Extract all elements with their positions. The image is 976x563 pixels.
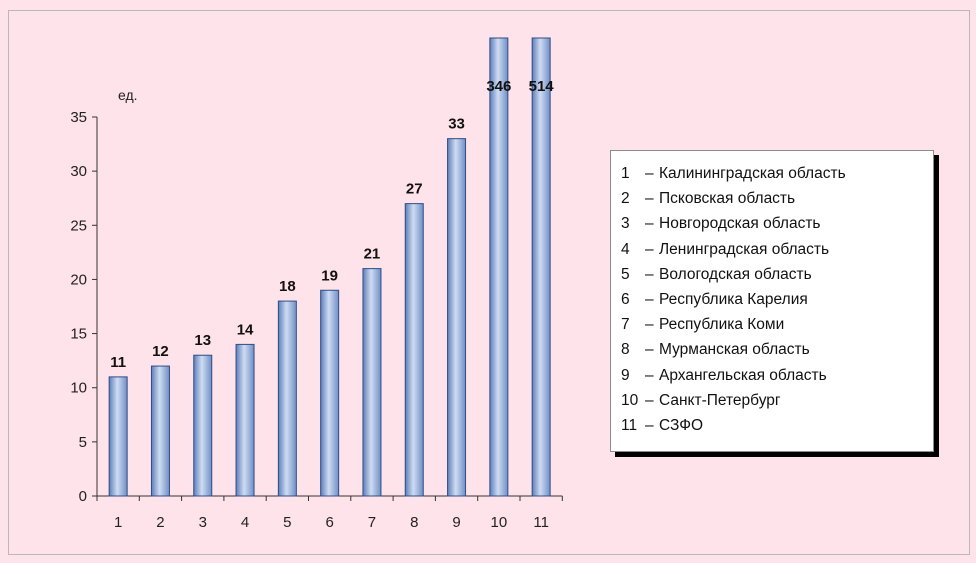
legend-dash: – [645,291,654,309]
legend-item-label: Калининградская область [659,165,846,182]
legend-item-number: 8 [621,341,630,359]
x-tick-label: 1 [114,514,122,531]
legend-dash: – [645,265,654,283]
y-tick-label: 10 [70,380,87,397]
x-tick-label: 8 [410,514,418,531]
data-label-2: 12 [152,343,169,360]
legend-item-label: Санкт-Петербург [659,391,781,409]
legend-item-label: Республика Коми [659,316,785,334]
bar-3 [193,354,213,497]
legend-item-label: СЗФО [659,417,704,435]
y-axis-unit-label: ед. [118,87,138,103]
legend-dash: – [645,341,654,359]
y-tick-label: 30 [70,163,87,180]
legend-item: 8– Мурманская область [621,337,933,362]
legend-item: 9– Архангельская область [621,363,933,388]
data-label-7: 21 [364,246,381,263]
legend-item: 1– Калининградская область [621,161,933,186]
legend-item-number: 10 [621,391,639,409]
x-tick-label: 6 [325,514,333,531]
bar-2 [150,365,170,497]
legend-item-label: Ленинградская область [659,240,830,258]
bar-8 [404,203,424,497]
legend-dash: – [645,316,654,334]
chart-frame [8,10,970,555]
legend-item-number: 4 [621,240,630,258]
x-tick-label: 3 [199,514,207,531]
legend-item: 5– Вологодская область [621,262,933,287]
legend-dash: – [645,240,654,258]
legend-item-number: 7 [621,316,630,334]
x-tick-label: 7 [368,514,376,531]
data-label-3: 13 [194,332,211,349]
data-label-5: 18 [279,278,296,295]
bar-6 [320,289,340,497]
legend-item: 11– СЗФО [621,413,933,438]
legend-item: 7– Республика Коми [621,312,933,337]
y-tick-label: 35 [70,109,87,126]
y-tick-label: 20 [70,271,87,288]
y-tick-label: 0 [79,488,87,505]
legend-dash: – [645,165,654,182]
legend-dash: – [645,190,654,208]
bar-10 [489,37,509,497]
legend-item: 10– Санкт-Петербург [621,388,933,413]
legend-dash: – [645,417,654,435]
legend-item-number: 5 [621,265,630,283]
legend-dash: – [645,366,654,384]
legend-item: 4– Ленинградская область [621,237,933,262]
x-tick-label: 5 [283,514,291,531]
legend-item-number: 11 [621,417,638,435]
bar-4 [235,343,255,497]
bar-11 [531,37,551,497]
data-label-6: 19 [321,267,338,284]
x-tick-label: 11 [533,514,549,531]
legend-item-number: 9 [621,366,630,384]
legend-item-label: Псковская область [659,190,796,208]
data-label-9: 33 [448,116,465,133]
x-tick-label: 9 [452,514,460,531]
bar-7 [362,268,382,497]
bar-1 [108,376,128,497]
y-tick-label: 5 [79,434,87,451]
data-label-11: 514 [529,78,555,95]
x-tick-label: 2 [156,514,164,531]
legend-item-label: Республика Карелия [659,291,808,309]
x-tick-label: 10 [491,514,508,531]
data-label-4: 14 [237,321,254,338]
data-label-8: 27 [406,181,423,198]
data-label-10: 346 [486,78,511,95]
legend-item-label: Архангельская область [659,366,827,384]
legend-item: 3– Новгородская область [621,211,933,236]
legend-item-number: 1 [621,165,630,182]
legend-item-number: 2 [621,190,630,208]
legend-item-label: Мурманская область [659,341,810,359]
legend-dash: – [645,215,654,233]
legend-item-label: Новгородская область [659,215,821,233]
chart-legend: 1– Калининградская область 2– Псковская обл… [610,150,934,452]
legend-dash: – [645,391,654,409]
legend-item: 2– Псковская область [621,186,933,211]
y-tick-label: 25 [70,217,87,234]
bar-9 [447,138,467,497]
x-tick-label: 4 [241,514,249,531]
y-tick-label: 15 [70,326,87,343]
bar-5 [277,300,297,497]
data-label-1: 11 [110,354,126,371]
legend-item-number: 6 [621,291,630,309]
legend-item-number: 3 [621,215,630,233]
legend-item: 6– Республика Карелия [621,287,933,312]
legend-item-label: Вологодская область [659,265,812,283]
